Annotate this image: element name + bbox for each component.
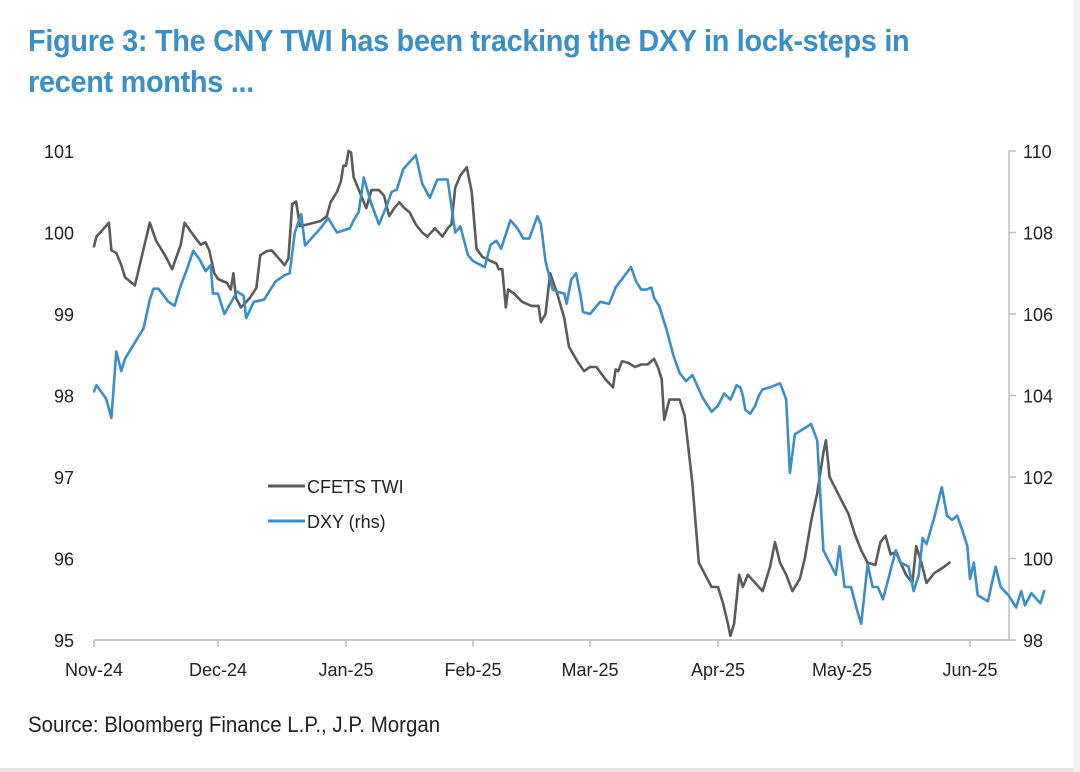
y-right-tick-label: 110 (1023, 142, 1052, 162)
x-tick-label: Jan-25 (318, 660, 373, 680)
legend-label-dxy: DXY (rhs) (307, 512, 386, 532)
axes: Nov-24 Dec-24 Jan-25 Feb-25 Mar-25 Apr-25 May-… (44, 142, 1053, 680)
legend: CFETS TWI DXY (rhs) (268, 477, 404, 532)
y-right-tick-label: 98 (1023, 631, 1043, 651)
x-tick-label: Feb-25 (444, 660, 501, 680)
frame-border-right (1074, 0, 1080, 772)
series-line-cfets-twi (92, 149, 951, 638)
y-left-tick-label: 101 (44, 142, 74, 162)
y-left-tick-label: 97 (54, 468, 74, 488)
series-line-dxy (92, 153, 1046, 626)
y-right-tick-label: 104 (1023, 387, 1053, 407)
chart-title: Figure 3: The CNY TWI has been tracking … (28, 23, 910, 99)
y-right-tick-label: 108 (1023, 224, 1053, 244)
x-tick-label: Jun-25 (942, 660, 997, 680)
legend-label-cfets: CFETS TWI (307, 477, 404, 497)
frame-border-bottom (0, 768, 1080, 772)
source-note: Source: Bloomberg Finance L.P., J.P. Mor… (28, 712, 441, 737)
y-right-tick-label: 102 (1023, 468, 1053, 488)
series-group (92, 149, 1046, 638)
x-tick-label: May-25 (812, 660, 872, 680)
y-left-tick-label: 95 (54, 631, 74, 651)
x-tick-label: Mar-25 (561, 660, 618, 680)
y-right-tick-label: 100 (1023, 550, 1053, 570)
x-tick-label: Nov-24 (65, 660, 123, 680)
y-left-tick-label: 96 (54, 550, 74, 570)
y-right-tick-label: 106 (1023, 305, 1053, 325)
y-left-tick-label: 98 (54, 387, 74, 407)
x-tick-label: Apr-25 (691, 660, 745, 680)
y-left-tick-label: 99 (54, 305, 74, 325)
x-tick-label: Dec-24 (189, 660, 247, 680)
y-left-tick-label: 100 (44, 224, 74, 244)
